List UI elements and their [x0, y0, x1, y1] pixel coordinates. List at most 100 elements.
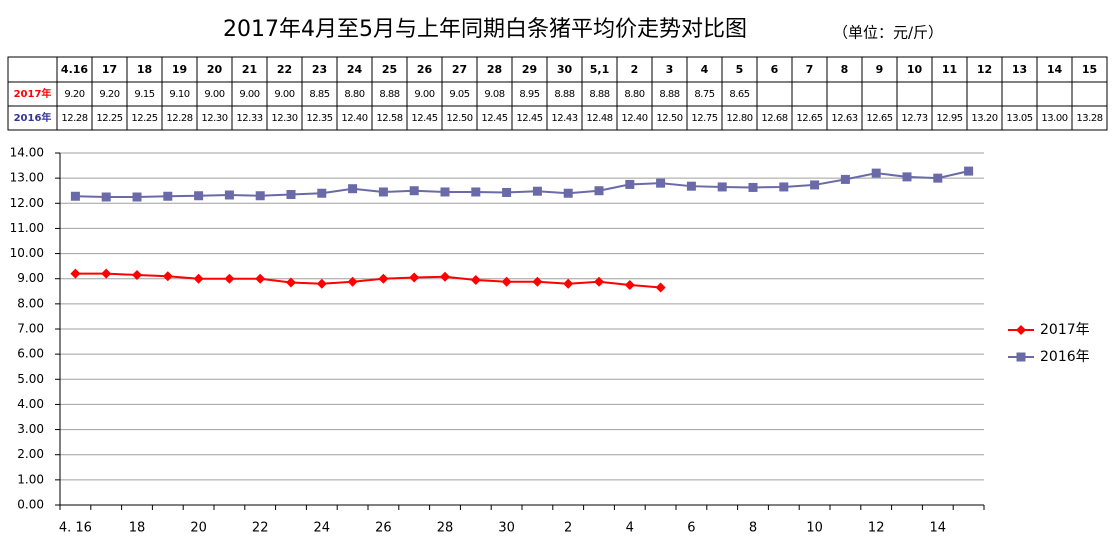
point — [840, 174, 850, 184]
y-tick-label: 9.00 — [17, 271, 44, 285]
table-cell: 12.50 — [446, 113, 472, 124]
x-tick-label: 22 — [252, 521, 269, 536]
point — [470, 274, 481, 285]
table-header: 12 — [977, 63, 992, 76]
point — [594, 186, 604, 196]
y-tick-label: 11.00 — [10, 221, 44, 235]
point — [162, 271, 173, 282]
table-cell: 13.20 — [971, 113, 997, 124]
point — [501, 276, 512, 287]
point — [70, 268, 81, 279]
chart-title: 2017年4月至5月与上年同期白条猪平均价走势对比图 — [223, 17, 747, 42]
table-cell: 13.28 — [1076, 113, 1102, 124]
table-cell: 13.05 — [1006, 113, 1032, 124]
legend-label: 2017年 — [1040, 322, 1090, 338]
table-cell: 12.48 — [586, 113, 612, 124]
point — [224, 273, 235, 284]
point — [563, 188, 573, 198]
table-cell: 8.65 — [729, 89, 749, 100]
table-cell: 8.85 — [309, 89, 329, 100]
series-line — [75, 272, 661, 289]
table-cell: 12.30 — [271, 113, 297, 124]
table-header: 23 — [312, 63, 327, 76]
x-tick-label: 4 — [626, 521, 634, 536]
table-cell: 12.33 — [236, 113, 262, 124]
table-header: 27 — [452, 63, 467, 76]
y-tick-label: 2.00 — [17, 447, 44, 461]
point — [70, 191, 80, 201]
point — [409, 186, 419, 196]
table-header: 29 — [522, 63, 537, 76]
x-tick-label: 28 — [437, 521, 454, 536]
point — [440, 271, 450, 282]
point — [224, 190, 234, 200]
point — [532, 186, 542, 196]
point — [347, 276, 358, 287]
point — [348, 184, 358, 194]
y-tick-label: 5.00 — [17, 372, 44, 386]
point — [810, 180, 820, 190]
point — [717, 182, 727, 192]
y-tick-label: 6.00 — [17, 347, 44, 361]
x-tick-label: 2 — [564, 521, 572, 536]
y-tick-label: 13.00 — [10, 171, 44, 185]
table-cell: 9.00 — [204, 89, 224, 100]
table-cell: 12.30 — [201, 113, 227, 124]
point — [316, 278, 327, 289]
point — [748, 182, 758, 192]
table-cell: 9.00 — [239, 89, 259, 100]
point — [255, 273, 266, 284]
table-cell: 8.88 — [554, 89, 574, 100]
table-cell: 13.00 — [1041, 113, 1067, 124]
table-cell: 12.58 — [376, 113, 402, 124]
table-cell: 12.40 — [621, 113, 647, 124]
y-tick-label: 10.00 — [10, 246, 44, 260]
table-header: 8 — [841, 63, 849, 76]
table-header: 19 — [172, 63, 187, 76]
table-cell: 8.95 — [519, 89, 539, 100]
legend-marker — [1016, 325, 1026, 335]
table-cell: 12.68 — [761, 113, 787, 124]
x-tick-label: 20 — [190, 521, 207, 536]
table-header: 20 — [207, 63, 223, 76]
table-header: 26 — [417, 63, 433, 76]
y-tick-label: 4.00 — [17, 397, 44, 411]
table-cell: 12.28 — [166, 113, 192, 124]
table-cell: 12.35 — [306, 113, 332, 124]
table-cell: 12.50 — [656, 113, 682, 124]
table-header: 21 — [242, 63, 257, 76]
x-tick-label: 6 — [687, 521, 695, 536]
x-tick-label: 8 — [749, 521, 757, 536]
point — [409, 272, 420, 283]
table-cell: 12.80 — [726, 113, 752, 124]
point — [471, 187, 481, 197]
table-header: 2 — [631, 63, 639, 76]
table-cell: 9.05 — [449, 89, 469, 100]
x-tick-label: 18 — [129, 521, 146, 536]
y-tick-label: 7.00 — [17, 322, 44, 336]
point — [871, 168, 881, 178]
x-tick-label: 30 — [498, 521, 515, 536]
table-cell: 12.25 — [96, 113, 122, 124]
point — [532, 276, 543, 287]
table-header: 18 — [137, 63, 152, 76]
point — [132, 192, 142, 202]
table-cell: 12.25 — [131, 113, 157, 124]
point — [625, 179, 635, 189]
table-header: 6 — [771, 63, 779, 76]
table-cell: 12.65 — [866, 113, 892, 124]
point — [193, 273, 204, 284]
point — [440, 187, 450, 197]
table-header: 30 — [557, 63, 573, 76]
table-cell: 12.28 — [61, 113, 87, 124]
table-cell: 9.15 — [134, 89, 154, 100]
table-cell: 12.63 — [831, 113, 857, 124]
point — [101, 192, 111, 202]
point — [255, 191, 265, 201]
table-cell: 12.43 — [551, 113, 577, 124]
table-header: 14 — [1047, 63, 1063, 76]
point — [163, 191, 173, 201]
table-row-label: 2016年 — [14, 111, 52, 124]
y-tick-label: 3.00 — [17, 422, 44, 436]
table-cell: 12.40 — [341, 113, 367, 124]
